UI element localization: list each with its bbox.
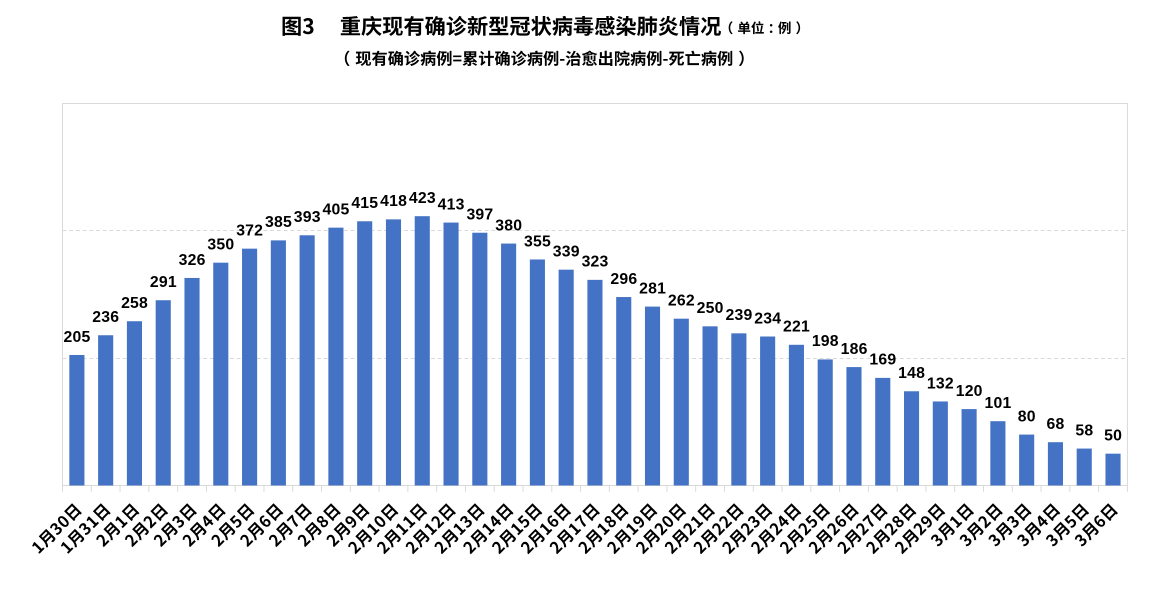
svg-text:198: 198 <box>812 333 839 350</box>
svg-text:80: 80 <box>1018 408 1036 425</box>
svg-text:339: 339 <box>553 243 580 260</box>
svg-text:101: 101 <box>985 395 1012 412</box>
svg-text:415: 415 <box>351 195 378 212</box>
svg-text:221: 221 <box>783 319 810 336</box>
svg-text:281: 281 <box>639 280 666 297</box>
svg-text:258: 258 <box>121 295 148 312</box>
svg-text:169: 169 <box>869 352 896 369</box>
svg-text:296: 296 <box>610 271 637 288</box>
svg-text:234: 234 <box>754 310 781 327</box>
svg-text:205: 205 <box>64 329 91 346</box>
svg-text:393: 393 <box>294 209 321 226</box>
svg-text:413: 413 <box>438 196 465 213</box>
svg-text:380: 380 <box>495 217 522 234</box>
svg-text:405: 405 <box>323 201 350 218</box>
svg-text:132: 132 <box>927 375 954 392</box>
svg-text:397: 397 <box>466 207 493 224</box>
svg-text:236: 236 <box>92 309 119 326</box>
svg-text:68: 68 <box>1047 416 1065 433</box>
svg-text:239: 239 <box>725 307 752 324</box>
svg-text:372: 372 <box>236 222 263 239</box>
svg-text:148: 148 <box>898 365 925 382</box>
svg-text:326: 326 <box>179 252 206 269</box>
svg-text:423: 423 <box>409 190 436 207</box>
svg-text:355: 355 <box>524 233 551 250</box>
svg-text:385: 385 <box>265 214 292 231</box>
svg-text:50: 50 <box>1104 427 1122 444</box>
svg-text:262: 262 <box>668 292 695 309</box>
svg-text:350: 350 <box>207 236 234 253</box>
svg-text:418: 418 <box>380 193 407 210</box>
svg-text:58: 58 <box>1075 422 1093 439</box>
svg-text:291: 291 <box>150 274 177 291</box>
svg-text:323: 323 <box>582 254 609 271</box>
svg-text:250: 250 <box>697 300 724 317</box>
svg-text:120: 120 <box>956 383 983 400</box>
svg-text:186: 186 <box>841 341 868 358</box>
